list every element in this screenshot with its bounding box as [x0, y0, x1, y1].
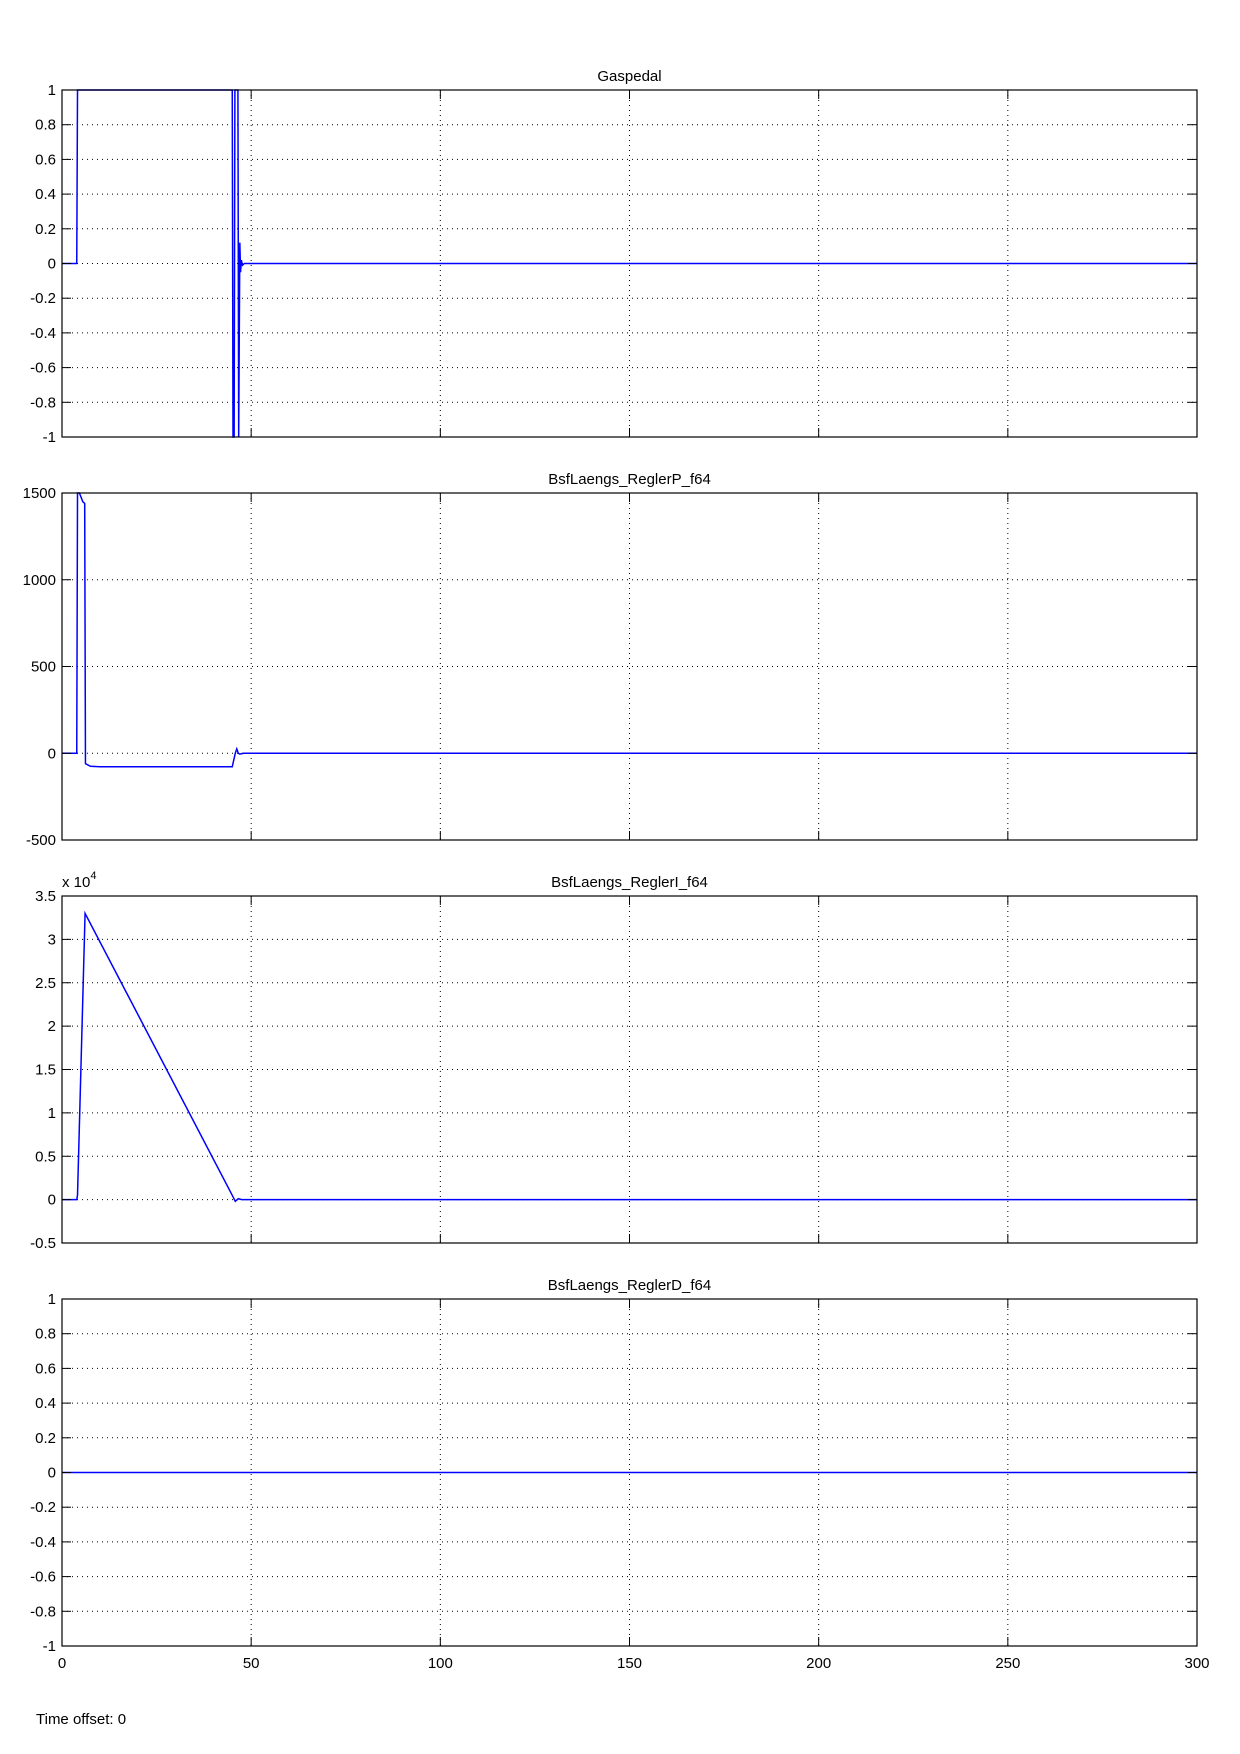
x-tick-label: 200 — [806, 1655, 831, 1672]
x-tick-label: 150 — [617, 1655, 642, 1672]
y-tick-label: 0.6 — [35, 151, 56, 168]
subplot-4: -1 -0.8 -0.6 -0.4 -0.2 0 0.2 0.4 0.6 0.8 1 0 50 100 15… — [30, 1277, 1209, 1672]
y-tick-label: 0.5 — [35, 1148, 56, 1165]
y-tick-label: 0.8 — [35, 117, 56, 134]
y-tick-label: -0.5 — [30, 1235, 56, 1252]
y-tick-label: -0.8 — [30, 394, 56, 411]
y-tick-label: 0.2 — [35, 221, 56, 238]
y-tick-label: -0.4 — [30, 325, 56, 342]
subplot-1: -1 -0.8 -0.6 -0.4 -0.2 0 0.2 0.4 0.6 0.8 1 Gaspedal — [30, 68, 1198, 446]
y-tick-label: -1 — [43, 429, 56, 446]
y-tick-label: 2 — [48, 1018, 56, 1035]
y-tick-label: 1.5 — [35, 1062, 56, 1079]
x-tick-label: 300 — [1184, 1655, 1209, 1672]
y-tick-label: 0.8 — [35, 1326, 56, 1343]
x-tick-label: 100 — [428, 1655, 453, 1672]
time-offset-label: Time offset: 0 — [36, 1711, 127, 1728]
chart-title: Gaspedal — [597, 68, 661, 85]
y-tick-label: 0 — [48, 1192, 56, 1209]
y-exponent-power: 4 — [90, 870, 96, 882]
y-tick-label: -0.4 — [30, 1534, 56, 1551]
y-tick-label: 0.4 — [35, 186, 56, 203]
y-tick-label: 0 — [48, 745, 56, 762]
y-tick-label: 1 — [48, 1291, 56, 1308]
subplot-3: -0.5 0 0.5 1 1.5 2 2.5 3 3.5 BsfLaengs_ReglerI_f6… — [30, 870, 1198, 1252]
y-tick-label: 3 — [48, 931, 56, 948]
y-tick-label: 500 — [31, 659, 56, 676]
y-tick-label: 0 — [48, 1465, 56, 1482]
y-tick-label: 0.4 — [35, 1395, 56, 1412]
y-tick-label: 0.6 — [35, 1360, 56, 1377]
y-tick-label: -0.2 — [30, 290, 56, 307]
y-tick-label: -0.6 — [30, 360, 56, 377]
y-tick-label: -0.6 — [30, 1569, 56, 1586]
y-tick-label: -0.2 — [30, 1499, 56, 1516]
y-tick-label: 0 — [48, 256, 56, 273]
series-line — [62, 910, 1197, 1203]
x-tick-label: 0 — [58, 1655, 66, 1672]
y-tick-label: 1 — [48, 1105, 56, 1122]
y-tick-label: -1 — [43, 1638, 56, 1655]
x-tick-label: 50 — [243, 1655, 260, 1672]
y-tick-label: -0.8 — [30, 1603, 56, 1620]
chart-title: BsfLaengs_ReglerP_f64 — [548, 471, 711, 488]
chart-title: BsfLaengs_ReglerD_f64 — [548, 1277, 711, 1294]
y-tick-label: 2.5 — [35, 975, 56, 992]
subplot-2: -500 0 500 1000 1500 BsfLaengs_ReglerP_f64 — [23, 471, 1198, 849]
chart-title: BsfLaengs_ReglerI_f64 — [551, 874, 708, 891]
y-exponent-label: x 104 — [62, 870, 96, 891]
y-tick-label: 3.5 — [35, 888, 56, 905]
y-tick-label: -500 — [26, 832, 56, 849]
y-tick-label: 1500 — [23, 485, 56, 502]
y-tick-label: 0.2 — [35, 1430, 56, 1447]
x-tick-label: 250 — [995, 1655, 1020, 1672]
y-tick-label: 1 — [48, 82, 56, 99]
y-tick-label: 1000 — [23, 572, 56, 589]
